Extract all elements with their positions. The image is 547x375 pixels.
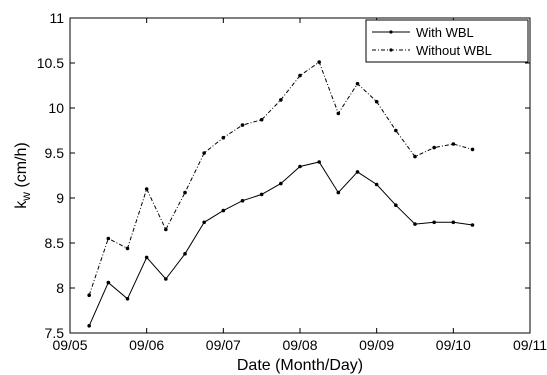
legend: With WBL Without WBL [365, 19, 529, 63]
y-axis-label-unit: (cm/h) [13, 142, 30, 192]
x-tick-label: 09/05 [52, 337, 87, 353]
data-point-without-wbl [298, 73, 302, 78]
data-point-with-wbl [106, 280, 111, 285]
data-point-with-wbl [336, 190, 341, 195]
x-tick-label: 09/06 [129, 337, 164, 353]
data-point-without-wbl [183, 190, 187, 195]
data-point-with-wbl [259, 192, 264, 197]
x-axis-label: Date (Month/Day) [237, 357, 363, 374]
y-axis-label-subscript: w [19, 192, 33, 202]
x-tick-label: 09/08 [282, 337, 317, 353]
y-tick-label: 11 [49, 10, 64, 26]
y-axis-label: kw (cm/h) [13, 142, 33, 208]
legend-label-with-wbl: With WBL [416, 25, 474, 40]
data-point-with-wbl [317, 160, 321, 164]
data-point-with-wbl [470, 223, 475, 227]
series-line-with-wbl [88, 161, 473, 327]
data-point-without-wbl [144, 187, 149, 191]
x-tick-label: 09/07 [206, 337, 241, 353]
data-point-with-wbl [355, 170, 360, 174]
data-point-with-wbl [221, 208, 226, 213]
data-point-without-wbl [374, 99, 379, 104]
legend-box [365, 19, 529, 63]
data-point-without-wbl [279, 98, 283, 102]
data-point-with-wbl [144, 255, 149, 260]
y-tick-label: 9 [56, 190, 64, 206]
data-point-without-wbl [355, 81, 360, 86]
data-point-without-wbl [470, 147, 475, 152]
data-point-without-wbl [394, 128, 398, 133]
data-point-with-wbl [164, 277, 168, 281]
data-point-with-wbl [125, 297, 130, 301]
y-axis: 7.5 8 8.5 9 9.5 10 10.5 11 [37, 10, 530, 341]
series-line-without-wbl [88, 61, 473, 296]
series-layer [87, 60, 475, 328]
data-point-with-wbl [87, 324, 91, 328]
data-point-without-wbl [87, 293, 91, 298]
data-point-with-wbl [202, 220, 206, 225]
data-point-with-wbl [298, 164, 302, 169]
y-tick-label: 9.5 [45, 145, 65, 161]
y-tick-label: 8.5 [45, 235, 65, 251]
data-point-with-wbl [279, 181, 283, 186]
x-axis: 09/05 09/06 09/07 09/08 09/09 09/10 09/11 [52, 18, 547, 353]
legend-label-without-wbl: Without WBL [416, 43, 492, 58]
data-point-with-wbl [374, 182, 379, 187]
data-point-with-wbl [183, 252, 187, 256]
x-tick-label: 09/11 [513, 337, 547, 353]
data-point-with-wbl [432, 220, 436, 225]
data-point-without-wbl [413, 154, 417, 159]
x-tick-label: 09/10 [436, 337, 471, 353]
data-point-without-wbl [125, 246, 130, 251]
plot-frame [69, 17, 531, 334]
legend-marker-with-wbl [389, 30, 393, 34]
data-point-without-wbl [202, 151, 206, 155]
data-point-with-wbl [451, 220, 456, 225]
data-point-without-wbl [317, 60, 321, 64]
plot-area [69, 17, 531, 334]
data-point-without-wbl [164, 227, 168, 232]
data-point-without-wbl [106, 236, 111, 241]
y-tick-label: 10 [48, 100, 64, 116]
y-axis-label-main: k [13, 200, 30, 209]
data-point-without-wbl [451, 142, 456, 146]
x-tick-label: 09/09 [359, 337, 394, 353]
y-tick-label: 10.5 [37, 55, 64, 71]
data-point-without-wbl [259, 117, 264, 122]
data-point-with-wbl [413, 222, 417, 226]
data-point-without-wbl [336, 111, 341, 116]
data-point-without-wbl [432, 145, 436, 150]
y-tick-label: 8 [56, 280, 64, 296]
legend-marker-without-wbl [389, 48, 393, 52]
y-tick-label: 7.5 [45, 325, 65, 341]
data-point-without-wbl [221, 135, 226, 140]
data-point-with-wbl [394, 203, 398, 207]
data-point-without-wbl [240, 123, 245, 127]
data-point-with-wbl [240, 198, 245, 203]
